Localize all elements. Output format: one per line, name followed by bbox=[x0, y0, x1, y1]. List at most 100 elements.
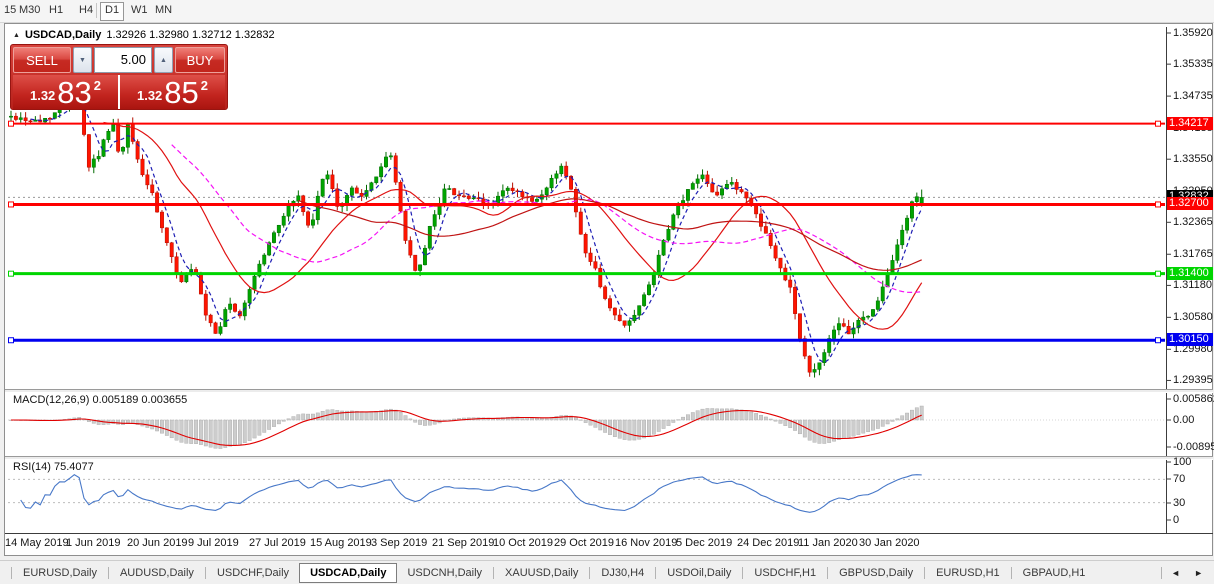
timeframe-button-m30[interactable]: M30 bbox=[19, 4, 41, 16]
candle-body bbox=[671, 214, 676, 230]
tab-usdchf-daily[interactable]: USDCHF,Daily bbox=[216, 566, 290, 579]
macd-histogram-bar bbox=[783, 419, 788, 426]
panel-separator[interactable] bbox=[5, 456, 1213, 460]
chart-title: ▲ USDCAD,Daily 1.32926 1.32980 1.32712 1… bbox=[13, 29, 275, 41]
candle-body bbox=[788, 279, 793, 288]
macd-histogram-bar bbox=[793, 419, 797, 431]
candle-body bbox=[466, 195, 471, 199]
candle-body bbox=[720, 188, 724, 196]
timeframe-button-d1[interactable]: D1 bbox=[100, 2, 125, 21]
macd-histogram-bar bbox=[837, 419, 841, 440]
macd-histogram-bar bbox=[846, 419, 851, 438]
macd-histogram-bar bbox=[218, 419, 223, 449]
volume-decrease-button[interactable]: ▼ bbox=[73, 47, 92, 73]
candle-body bbox=[233, 303, 237, 312]
candle-body bbox=[729, 182, 734, 185]
tab-gbpaud-h1[interactable]: GBPAUD,H1 bbox=[1022, 566, 1086, 579]
tab-scroll-right-icon[interactable]: ► bbox=[1194, 567, 1203, 578]
candle-body bbox=[325, 174, 330, 180]
volume-input[interactable]: 5.00 bbox=[94, 47, 152, 73]
candle-body bbox=[612, 307, 617, 316]
candle-body bbox=[700, 174, 705, 180]
price-tick-label: 1.33550 bbox=[1173, 153, 1213, 166]
tab-dj30-h4[interactable]: DJ30,H4 bbox=[601, 566, 645, 579]
tab-gbpusd-daily[interactable]: GBPUSD,Daily bbox=[839, 566, 914, 579]
candle-body bbox=[608, 298, 612, 309]
macd-histogram-bar bbox=[749, 411, 754, 421]
line-anchor-handle[interactable] bbox=[1155, 120, 1161, 127]
line-anchor-handle[interactable] bbox=[1155, 201, 1161, 208]
line-anchor-handle[interactable] bbox=[1155, 337, 1161, 344]
tab-usdcnh-daily[interactable]: USDCNH,Daily bbox=[407, 566, 483, 579]
candle-body bbox=[155, 192, 160, 213]
macd-histogram-bar bbox=[724, 408, 729, 421]
timeframe-toolbar: 15 M30 H1 H4 D1 W1 MN bbox=[0, 0, 1214, 23]
line-anchor-handle[interactable] bbox=[8, 270, 14, 277]
candle-body bbox=[388, 155, 393, 158]
tab-separator bbox=[11, 566, 12, 579]
candle-body bbox=[710, 183, 715, 193]
tab-eurusd-daily[interactable]: EURUSD,Daily bbox=[23, 566, 97, 579]
timeframe-button-h4[interactable]: H4 bbox=[79, 4, 94, 16]
macd-histogram-bar bbox=[647, 419, 651, 437]
tab-separator bbox=[589, 566, 591, 579]
macd-histogram-bar bbox=[340, 410, 345, 421]
candle-body bbox=[111, 124, 116, 132]
timeframe-button-15[interactable]: 15 bbox=[4, 4, 17, 16]
macd-histogram-bar bbox=[900, 415, 905, 421]
candle-body bbox=[661, 239, 666, 256]
tab-usdchf-h1[interactable]: USDCHF,H1 bbox=[754, 566, 817, 579]
line-anchor-handle[interactable] bbox=[8, 120, 14, 127]
candle-body bbox=[676, 205, 681, 216]
collapse-triangle-icon[interactable]: ▲ bbox=[13, 31, 20, 39]
macd-histogram-bar bbox=[135, 419, 140, 425]
macd-histogram-bar bbox=[695, 410, 700, 421]
macd-histogram-bar bbox=[335, 410, 340, 421]
macd-histogram-bar bbox=[720, 408, 724, 421]
date-tick-label: 9 Jul 2019 bbox=[188, 537, 239, 549]
tab-usdoil-daily[interactable]: USDOil,Daily bbox=[667, 566, 732, 579]
buy-button[interactable]: BUY bbox=[175, 47, 225, 73]
candle-body bbox=[91, 158, 96, 168]
line-anchor-handle[interactable] bbox=[8, 337, 14, 344]
tab-eurusd-h1[interactable]: EURUSD,H1 bbox=[936, 566, 1000, 579]
date-tick-label: 27 Jul 2019 bbox=[249, 537, 306, 549]
timeframe-button-w1[interactable]: W1 bbox=[131, 4, 148, 16]
timeframe-button-mn[interactable]: MN bbox=[155, 4, 173, 16]
candle-body bbox=[9, 115, 13, 118]
price-tick-label: 1.35920 bbox=[1173, 27, 1213, 39]
macd-histogram-bar bbox=[768, 418, 773, 421]
candle-body bbox=[13, 115, 18, 120]
macd-histogram-bar bbox=[632, 419, 637, 441]
tab-scroll-left-icon[interactable]: ◄ bbox=[1171, 567, 1181, 578]
sell-price-display[interactable]: 1.32 83 2 bbox=[13, 75, 118, 109]
candle-body bbox=[914, 196, 919, 202]
macd-histogram-bar bbox=[179, 419, 184, 443]
candle-body bbox=[739, 189, 744, 193]
macd-histogram-bar bbox=[622, 419, 627, 440]
tab-xauusd-daily[interactable]: XAUUSD,Daily bbox=[505, 566, 579, 579]
macd-histogram-bar bbox=[817, 419, 822, 444]
volume-increase-button[interactable]: ▲ bbox=[154, 47, 173, 73]
tab-separator bbox=[924, 566, 926, 579]
line-anchor-handle[interactable] bbox=[8, 201, 14, 208]
sell-button[interactable]: SELL bbox=[13, 47, 71, 73]
macd-histogram-bar bbox=[286, 418, 291, 421]
candle-body bbox=[359, 193, 364, 197]
macd-histogram-bar bbox=[423, 419, 427, 426]
candle-body bbox=[530, 197, 535, 202]
timeframe-button-h1[interactable]: H1 bbox=[49, 4, 64, 16]
macd-histogram-bar bbox=[306, 413, 310, 421]
tab-usdcad-daily[interactable]: USDCAD,Daily bbox=[299, 562, 398, 583]
candle-body bbox=[520, 191, 525, 198]
candle-body bbox=[442, 188, 447, 205]
candle-body bbox=[778, 257, 783, 269]
panel-separator[interactable] bbox=[5, 389, 1213, 393]
buy-price-display[interactable]: 1.32 85 2 bbox=[120, 75, 225, 109]
sell-price-big: 83 bbox=[57, 75, 92, 110]
line-anchor-handle[interactable] bbox=[1155, 270, 1161, 277]
macd-histogram-bar bbox=[574, 417, 578, 421]
candle-body bbox=[890, 260, 895, 274]
tab-audusd-daily[interactable]: AUDUSD,Daily bbox=[119, 566, 194, 579]
